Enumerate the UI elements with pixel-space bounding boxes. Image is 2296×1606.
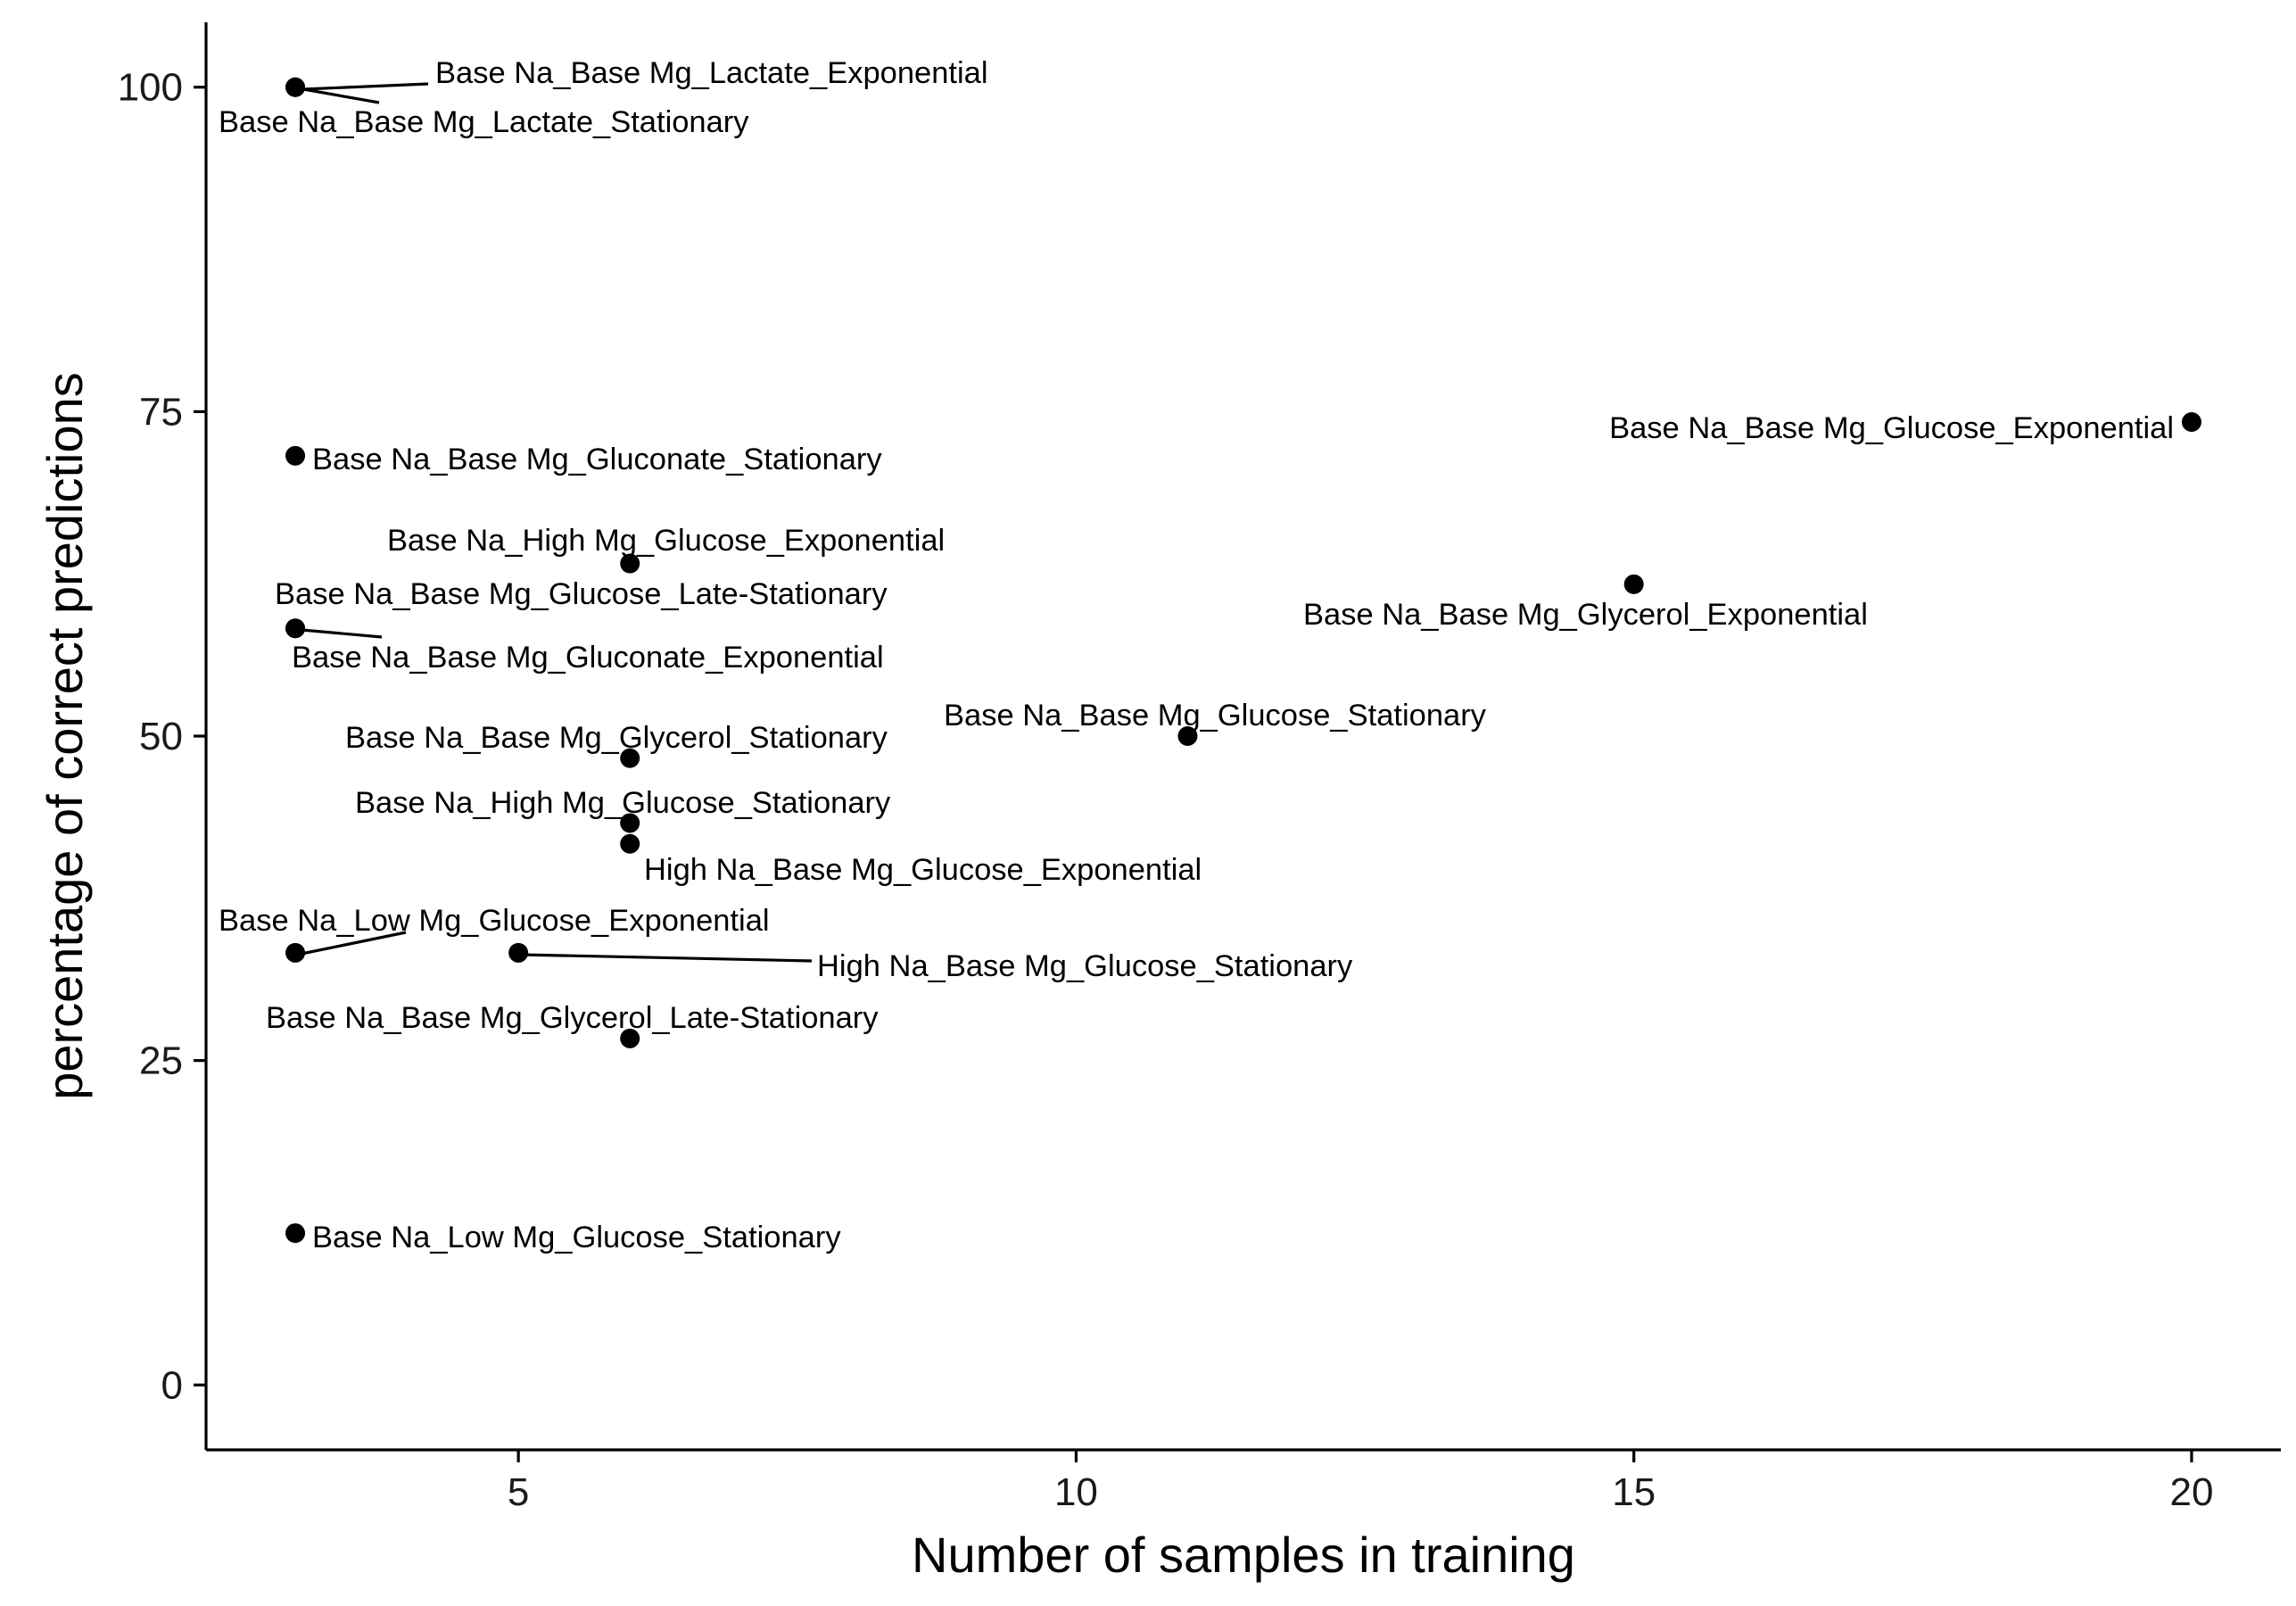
point-label: Base Na_Low Mg_Glucose_Exponential [219,904,770,938]
point-label: Base Na_Base Mg_Glycerol_Late-Stationary [266,1001,879,1035]
x-tick-label: 20 [2169,1470,2213,1514]
data-point [620,813,640,833]
leader-line [302,82,429,91]
data-point [285,618,306,639]
data-point [620,833,640,854]
y-tick-label: 75 [139,390,183,434]
y-axis-title: percentage of correct predictions [37,372,93,1100]
point-label: Base Na_Base Mg_Lactate_Stationary [219,105,749,139]
point-label: Base Na_Base Mg_Glucose_Late-Stationary [275,577,888,611]
leader-line [301,628,383,639]
point-label: High Na_Base Mg_Glucose_Stationary [817,949,1353,983]
point-label: Base Na_Base Mg_Gluconate_Stationary [312,443,882,476]
leader-line [521,953,813,963]
y-tick-label: 50 [139,715,183,758]
data-point [285,942,306,963]
data-point [620,1028,640,1048]
leader-line [302,87,380,104]
data-point [285,77,306,97]
data-points [285,77,2201,1244]
data-point [1177,726,1198,746]
x-axis-ticks: 5 10 15 20 [508,1450,2213,1514]
point-label: Base Na_Base Mg_Glycerol_Stationary [345,721,888,755]
point-label: Base Na_Base Mg_Gluconate_Exponential [292,641,884,675]
point-label: Base Na_Base Mg_Lactate_Exponential [435,56,988,90]
point-label: Base Na_High Mg_Glucose_Exponential [387,524,945,558]
point-label: High Na_Base Mg_Glucose_Exponential [644,853,1202,887]
point-labels: Base Na_Base Mg_Lactate_Exponential Base … [219,56,2174,1254]
y-axis-ticks: 0 25 50 75 100 [118,66,206,1407]
x-tick-label: 15 [1612,1470,1656,1514]
x-tick-label: 10 [1054,1470,1098,1514]
y-tick-label: 0 [161,1363,183,1407]
data-point [620,553,640,574]
data-point [1623,574,1644,594]
y-tick-label: 100 [118,66,183,110]
data-point [508,942,529,963]
x-axis-title: Number of samples in training [912,1527,1575,1583]
leader-lines [301,82,813,963]
point-label: Base Na_Base Mg_Glucose_Stationary [944,699,1487,733]
point-label: Base Na_Low Mg_Glucose_Stationary [312,1221,841,1254]
x-tick-label: 5 [508,1470,529,1514]
y-tick-label: 25 [139,1039,183,1083]
point-label: Base Na_Base Mg_Glycerol_Exponential [1303,598,1868,632]
data-point [2181,412,2201,432]
point-label: Base Na_Base Mg_Glucose_Exponential [1609,411,2174,445]
data-point [285,1223,306,1244]
leader-line [301,931,407,956]
data-point [285,445,306,466]
point-label: Base Na_High Mg_Glucose_Stationary [355,786,891,820]
data-point [620,748,640,768]
axes: 5 10 15 20 0 25 50 75 100 [118,22,2281,1514]
